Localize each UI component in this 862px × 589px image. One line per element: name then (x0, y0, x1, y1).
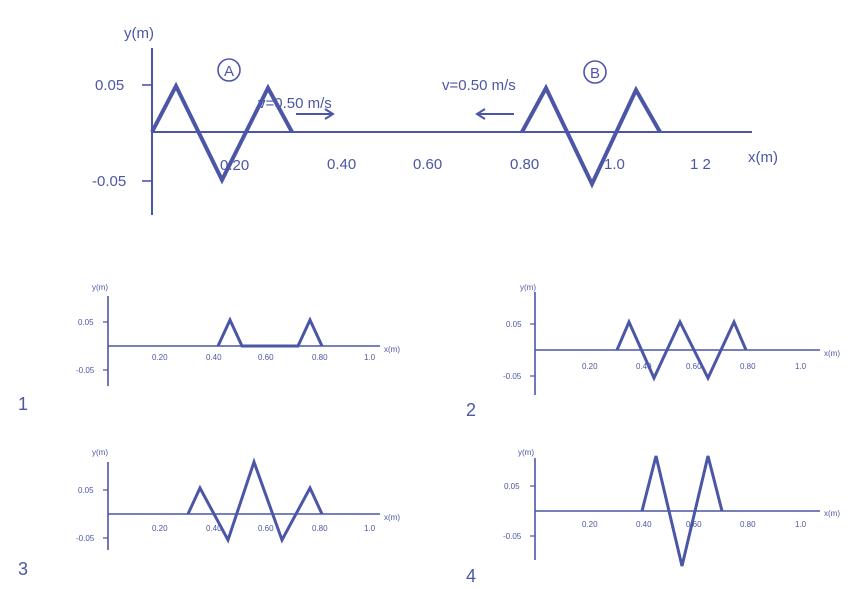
main-x-label: x(m) (748, 149, 778, 166)
main-x-tick-label: 1.0 (604, 156, 625, 173)
option-x-label: x(m) (824, 349, 840, 358)
option-y-label: y(m) (92, 448, 108, 457)
arrow-left-icon (475, 108, 514, 120)
pulse-a-label: A (224, 63, 234, 80)
arrow-right-icon (296, 108, 335, 120)
option-x-tick-label: 0.20 (152, 353, 168, 362)
option-x-label: x(m) (384, 513, 400, 522)
option-x-tick-label: 1.0 (795, 362, 807, 371)
option-y-label: y(m) (92, 283, 108, 292)
option-2-wave (615, 318, 748, 382)
option-x-tick-label: 0.40 (206, 353, 222, 362)
option-x-tick-label: 0.60 (686, 520, 702, 529)
option-x-tick-label: 0.60 (258, 353, 274, 362)
option-x-label: x(m) (824, 509, 840, 518)
option-x-tick-label: 0.80 (312, 353, 328, 362)
option-x-tick-label: 1.0 (795, 520, 807, 529)
option-x-tick-label: 0.40 (636, 520, 652, 529)
main-x-tick-label: 0.80 (510, 156, 539, 173)
option-x-tick-label: 1.0 (364, 524, 376, 533)
main-x-tick-label: 0.40 (327, 156, 356, 173)
option-y-tick-label: -0.05 (76, 366, 95, 375)
option-x-tick-label: 0.80 (740, 520, 756, 529)
option-1-wave (216, 316, 324, 348)
option-y-tick-label: -0.05 (76, 534, 95, 543)
pulse-b-marker-circle (583, 60, 607, 84)
option-4-wave (640, 455, 724, 567)
option-x-tick-label: 0.20 (582, 362, 598, 371)
option-x-tick-label: 0.20 (582, 520, 598, 529)
option-y-tick-label: -0.05 (503, 532, 522, 541)
option-y-label: y(m) (518, 448, 534, 457)
main-y-tick-label-pos: 0.05 (95, 77, 124, 94)
option-number: 1 (18, 394, 28, 414)
option-y-tick-label: 0.05 (78, 486, 94, 495)
main-x-tick-label: 1 2 (690, 156, 711, 173)
pulse-a-shape (150, 81, 294, 185)
option-y-tick-label: -0.05 (503, 372, 522, 381)
pulse-b-shape (520, 83, 662, 189)
option-3-wave (186, 457, 324, 544)
main-graph: y(m) x(m) 0.05 -0.05 0.20 0.40 0.60 0.80… (92, 25, 778, 215)
pulse-a-marker-circle (217, 58, 241, 82)
option-2-graph: y(m) 0.05 -0.05 0.20 0.40 0.60 0.80 1.0 … (466, 283, 840, 420)
option-number: 4 (466, 566, 476, 586)
option-y-tick-label: 0.05 (504, 482, 520, 491)
option-x-tick-label: 0.20 (152, 524, 168, 533)
option-x-tick-label: 1.0 (364, 353, 376, 362)
option-number: 3 (18, 559, 28, 579)
pulse-b-label: B (590, 65, 600, 82)
option-x-label: x(m) (384, 345, 400, 354)
main-y-label: y(m) (124, 25, 154, 42)
option-3-graph: y(m) 0.05 -0.05 0.20 0.40 0.60 0.80 1.0 … (18, 448, 400, 579)
option-4-graph: y(m) 0.05 -0.05 0.20 0.40 0.60 0.80 1.0 … (466, 448, 840, 586)
option-y-label: y(m) (520, 283, 536, 292)
option-x-tick-label: 0.60 (258, 524, 274, 533)
main-x-tick-label: 0.60 (413, 156, 442, 173)
option-x-tick-label: 0.40 (636, 362, 652, 371)
option-x-tick-label: 0.80 (312, 524, 328, 533)
option-1-graph: y(m) 0.05 -0.05 0.20 0.40 0.60 0.80 1.0 … (18, 283, 400, 414)
option-x-tick-label: 0.40 (206, 524, 222, 533)
option-y-tick-label: 0.05 (78, 318, 94, 327)
option-y-tick-label: 0.05 (506, 320, 522, 329)
option-x-tick-label: 0.60 (686, 362, 702, 371)
pulse-a-velocity: v=0.50 m/s (258, 95, 332, 112)
pulse-b-velocity: v=0.50 m/s (442, 77, 516, 94)
option-x-tick-label: 0.80 (740, 362, 756, 371)
option-number: 2 (466, 400, 476, 420)
main-y-tick-label-neg: -0.05 (92, 173, 126, 190)
